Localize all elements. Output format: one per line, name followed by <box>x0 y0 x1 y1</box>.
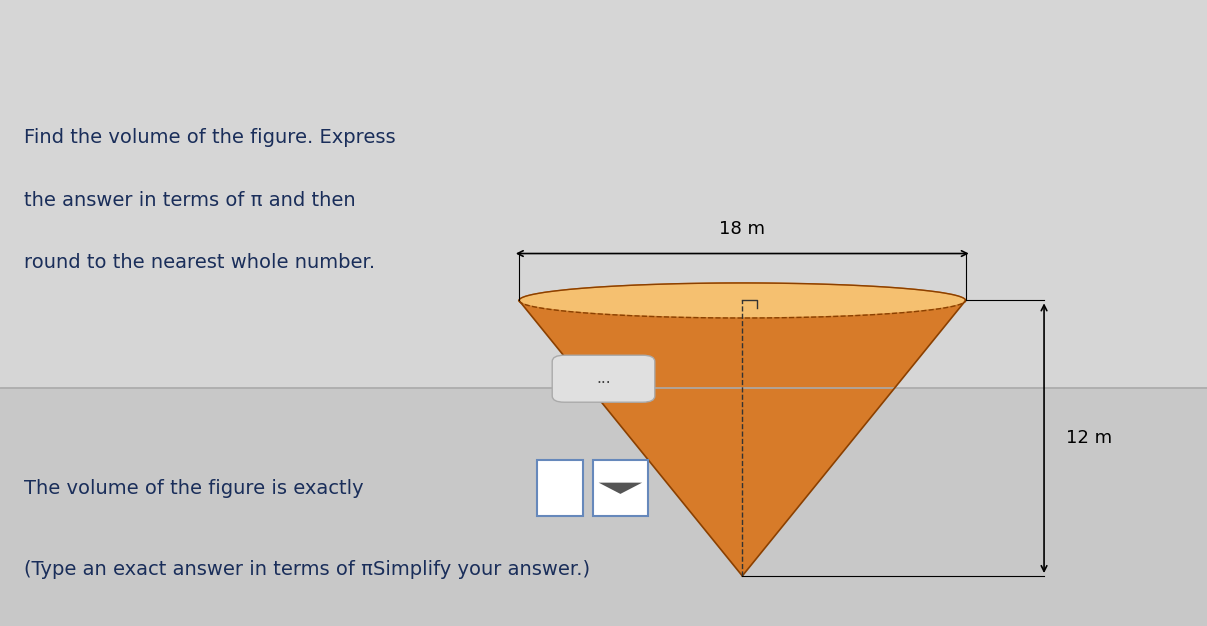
Text: Find the volume of the figure. Express: Find the volume of the figure. Express <box>24 128 396 147</box>
FancyBboxPatch shape <box>593 460 648 516</box>
Text: 12 m: 12 m <box>1066 429 1112 447</box>
Text: round to the nearest whole number.: round to the nearest whole number. <box>24 254 375 272</box>
Text: the answer in terms of π and then: the answer in terms of π and then <box>24 191 356 210</box>
Polygon shape <box>519 283 966 576</box>
Text: ...: ... <box>596 371 611 386</box>
FancyBboxPatch shape <box>537 460 583 516</box>
Bar <box>0 388 1207 626</box>
Text: The volume of the figure is exactly: The volume of the figure is exactly <box>24 479 363 498</box>
Text: (Type an exact answer in terms of πSimplify your answer.): (Type an exact answer in terms of πSimpl… <box>24 560 590 579</box>
Ellipse shape <box>519 283 966 318</box>
Polygon shape <box>599 483 642 494</box>
FancyBboxPatch shape <box>552 356 654 403</box>
Text: 18 m: 18 m <box>719 220 765 238</box>
Polygon shape <box>519 283 966 576</box>
